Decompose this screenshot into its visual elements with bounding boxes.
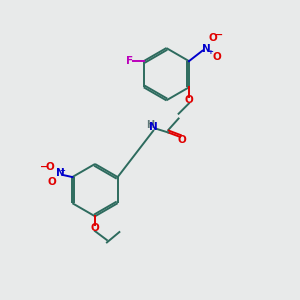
Text: −: −	[215, 29, 223, 39]
Text: N: N	[56, 169, 64, 178]
Text: O: O	[208, 33, 217, 43]
Text: O: O	[46, 162, 55, 172]
Text: O: O	[91, 223, 99, 232]
Text: −: −	[40, 162, 48, 172]
Text: +: +	[207, 49, 213, 55]
Text: O: O	[48, 177, 56, 187]
Text: O: O	[184, 95, 194, 105]
Text: O: O	[212, 52, 221, 62]
Text: O: O	[177, 135, 186, 145]
Text: +: +	[59, 167, 65, 173]
Text: F: F	[126, 56, 133, 66]
Text: H: H	[146, 120, 154, 130]
Text: N: N	[202, 44, 210, 54]
Text: N: N	[149, 122, 158, 132]
